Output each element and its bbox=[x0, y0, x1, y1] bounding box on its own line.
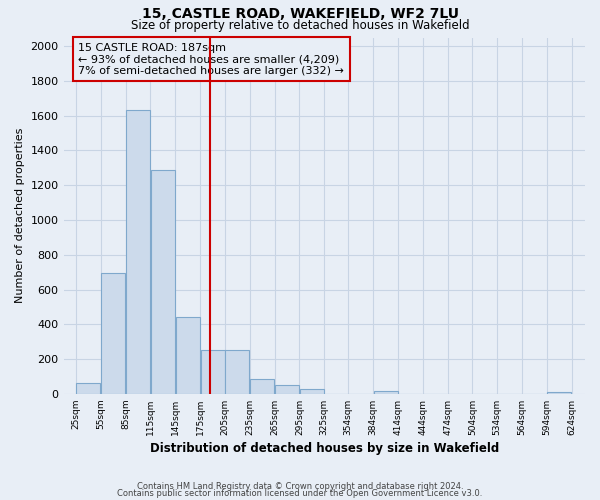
X-axis label: Distribution of detached houses by size in Wakefield: Distribution of detached houses by size … bbox=[149, 442, 499, 455]
Bar bbox=[76, 382, 100, 394]
Text: 15, CASTLE ROAD, WAKEFIELD, WF2 7LU: 15, CASTLE ROAD, WAKEFIELD, WF2 7LU bbox=[142, 8, 458, 22]
Text: Size of property relative to detached houses in Wakefield: Size of property relative to detached ho… bbox=[131, 18, 469, 32]
Y-axis label: Number of detached properties: Number of detached properties bbox=[15, 128, 25, 304]
Bar bbox=[126, 110, 150, 394]
Text: Contains public sector information licensed under the Open Government Licence v3: Contains public sector information licen… bbox=[118, 490, 482, 498]
Bar bbox=[547, 392, 571, 394]
Bar bbox=[275, 384, 299, 394]
Bar bbox=[151, 170, 175, 394]
Bar bbox=[250, 378, 274, 394]
Bar bbox=[226, 350, 250, 394]
Bar bbox=[176, 318, 200, 394]
Bar bbox=[200, 350, 224, 394]
Bar bbox=[300, 388, 324, 394]
Bar bbox=[374, 391, 398, 394]
Bar bbox=[101, 273, 125, 394]
Text: 15 CASTLE ROAD: 187sqm
← 93% of detached houses are smaller (4,209)
7% of semi-d: 15 CASTLE ROAD: 187sqm ← 93% of detached… bbox=[79, 42, 344, 76]
Text: Contains HM Land Registry data © Crown copyright and database right 2024.: Contains HM Land Registry data © Crown c… bbox=[137, 482, 463, 491]
